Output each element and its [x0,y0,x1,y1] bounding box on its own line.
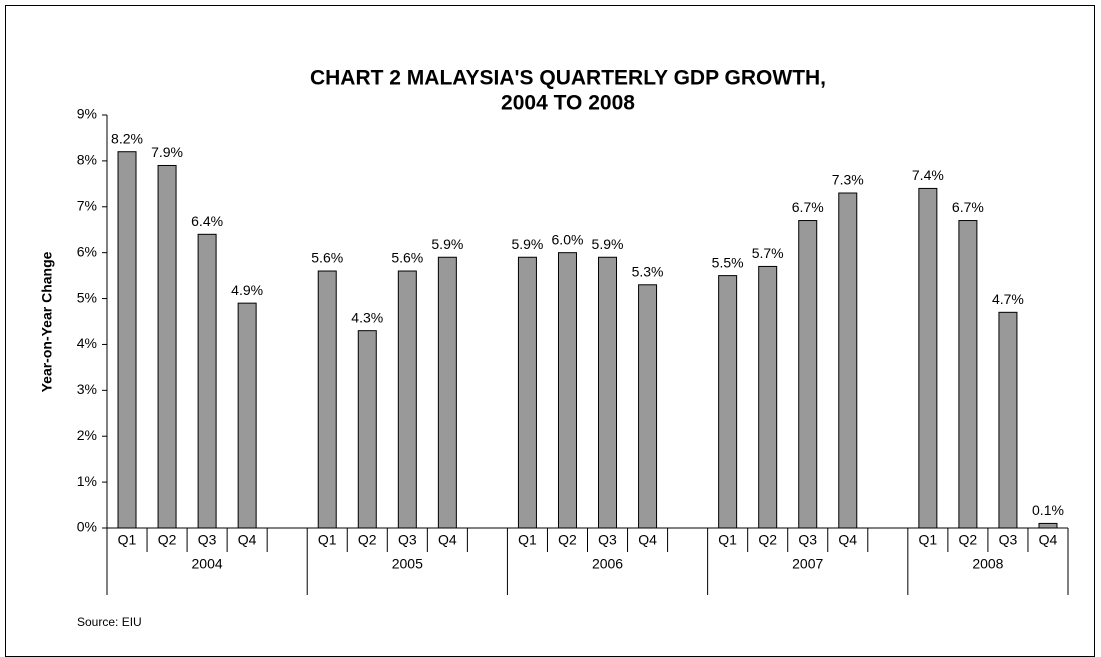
bar [197,233,217,529]
bar [638,284,658,529]
bar [998,311,1018,529]
y-tick-label: 5% [77,289,97,305]
value-label: 6.0% [552,231,584,247]
bar [157,164,177,529]
x-tick-label: Q2 [959,532,978,548]
value-label: 6.7% [952,199,984,215]
x-tick-label: Q3 [798,532,817,548]
y-tick-label: 8% [77,152,97,168]
x-tick-label: Q1 [919,532,938,548]
group-label: 2004 [192,556,223,572]
value-label: 7.9% [151,144,183,160]
value-label: 0.1% [1032,502,1064,518]
y-tick-label: 0% [77,519,97,535]
source: Source: EIU [77,615,142,629]
bar [758,265,778,529]
x-tick-label: Q4 [238,532,257,548]
bar [598,256,618,529]
y-tick-label: 4% [77,335,97,351]
x-tick-label: Q4 [438,532,457,548]
value-label: 5.6% [391,250,423,266]
bar [437,256,457,529]
y-tick-label: 1% [77,473,97,489]
value-label: 5.6% [311,250,343,266]
group-label: 2007 [792,556,823,572]
chart-subtitle: 2004 TO 2008 [501,92,635,115]
value-label: 5.9% [592,236,624,252]
value-label: 5.9% [511,236,543,252]
y-axis-label: Year-on-Year Change [39,251,55,392]
bar [918,187,938,529]
x-tick-label: Q1 [718,532,737,548]
bar [557,252,577,529]
value-label: 5.9% [431,236,463,252]
y-tick-label: 9% [77,106,97,122]
bar [237,302,257,529]
x-tick-label: Q1 [118,532,137,548]
value-label: 6.7% [792,199,824,215]
group-label: 2006 [592,556,623,572]
bar [838,192,858,529]
x-tick-label: Q2 [158,532,177,548]
value-label: 4.9% [231,282,263,298]
bar [317,270,337,529]
value-label: 5.5% [712,254,744,270]
value-label: 5.3% [632,263,664,279]
y-tick-label: 3% [77,381,97,397]
bar [397,270,417,529]
x-tick-label: Q3 [999,532,1018,548]
x-tick-label: Q2 [358,532,377,548]
y-tick-label: 7% [77,197,97,213]
x-tick-label: Q4 [638,532,657,548]
value-label: 4.3% [351,309,383,325]
bar [517,256,537,529]
value-label: 7.3% [832,172,864,188]
x-tick-label: Q3 [398,532,417,548]
group-label: 2008 [972,556,1003,572]
bar [117,151,137,529]
value-label: 6.4% [191,213,223,229]
value-label: 5.7% [752,245,784,261]
group-label: 2005 [392,556,423,572]
bar [958,220,978,529]
x-tick-label: Q1 [318,532,337,548]
bar [718,275,738,529]
x-tick-label: Q1 [518,532,537,548]
y-tick-label: 6% [77,243,97,259]
x-tick-label: Q2 [758,532,777,548]
x-tick-label: Q3 [198,532,217,548]
x-tick-label: Q4 [1039,532,1058,548]
bar [798,220,818,529]
bar [357,330,377,529]
value-label: 8.2% [111,130,143,146]
value-label: 4.7% [992,291,1024,307]
x-tick-label: Q4 [838,532,857,548]
bar [1038,522,1058,529]
x-tick-label: Q2 [558,532,577,548]
x-tick-label: Q3 [598,532,617,548]
y-tick-label: 2% [77,427,97,443]
value-label: 7.4% [912,167,944,183]
chart-title: CHART 2 MALAYSIA'S QUARTERLY GDP GROWTH, [310,67,826,90]
